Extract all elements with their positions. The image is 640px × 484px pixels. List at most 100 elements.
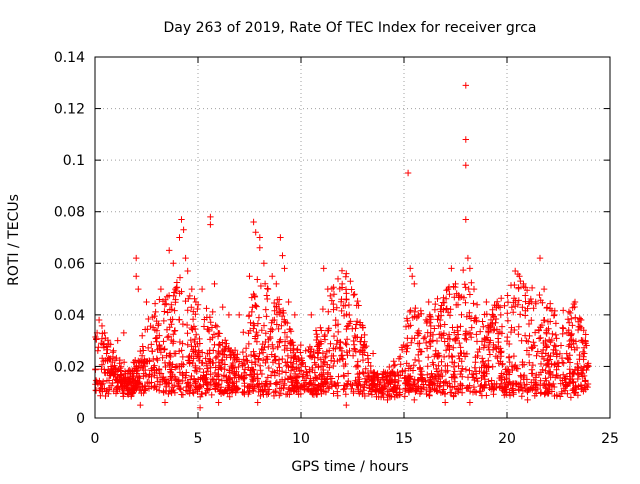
- roti-marker: [231, 374, 238, 381]
- roti-marker: [153, 327, 161, 334]
- roti-marker: [424, 363, 431, 370]
- roti-marker: [459, 373, 466, 380]
- roti-marker: [116, 365, 124, 372]
- roti-marker: [172, 364, 179, 371]
- roti-marker: [259, 340, 266, 348]
- roti-marker: [423, 345, 431, 352]
- roti-marker: [537, 360, 545, 368]
- roti-marker: [447, 389, 454, 396]
- roti-marker: [226, 369, 234, 376]
- roti-data-point: [411, 396, 418, 404]
- roti-marker: [289, 379, 296, 386]
- roti-marker: [438, 358, 445, 365]
- roti-marker: [330, 332, 338, 340]
- roti-marker: [186, 352, 193, 360]
- roti-marker: [353, 321, 360, 328]
- roti-marker: [206, 356, 214, 363]
- roti-marker: [139, 332, 146, 339]
- roti-marker: [482, 382, 490, 389]
- roti-marker: [328, 352, 335, 360]
- roti-marker: [427, 316, 435, 323]
- roti-marker: [566, 366, 573, 373]
- roti-marker: [160, 338, 167, 345]
- roti-marker: [141, 356, 148, 363]
- roti-marker: [254, 375, 261, 382]
- roti-data-point: [281, 265, 288, 272]
- roti-data-point: [369, 350, 377, 357]
- roti-marker: [191, 295, 198, 302]
- roti-marker: [239, 348, 247, 356]
- roti-marker: [325, 308, 332, 315]
- roti-marker: [208, 391, 215, 399]
- roti-marker: [254, 320, 262, 327]
- roti-data-point: [448, 265, 455, 272]
- roti-marker: [517, 311, 524, 318]
- roti-marker: [248, 308, 255, 316]
- roti-marker: [145, 315, 152, 323]
- roti-marker: [394, 392, 401, 399]
- roti-marker: [330, 362, 337, 370]
- roti-data-point: [409, 273, 416, 280]
- roti-marker: [122, 374, 129, 381]
- roti-marker: [124, 370, 132, 377]
- roti-marker: [537, 377, 544, 384]
- roti-marker: [196, 365, 203, 373]
- roti-marker: [277, 308, 284, 316]
- roti-marker: [474, 348, 482, 356]
- roti-marker: [536, 335, 543, 342]
- roti-marker: [281, 318, 288, 325]
- roti-marker: [193, 386, 201, 393]
- roti-marker: [161, 376, 168, 384]
- roti-marker: [536, 291, 543, 299]
- roti-marker: [258, 345, 265, 353]
- roti-marker: [196, 340, 203, 347]
- roti-marker: [218, 365, 225, 372]
- roti-marker: [580, 353, 587, 360]
- roti-marker: [271, 357, 279, 364]
- roti-marker: [204, 350, 211, 357]
- roti-marker: [328, 383, 336, 390]
- roti-marker: [107, 355, 114, 362]
- roti-marker: [457, 380, 464, 388]
- roti-marker: [499, 361, 506, 368]
- roti-marker: [347, 318, 354, 325]
- roti-marker: [165, 333, 172, 340]
- roti-marker: [302, 363, 309, 370]
- roti-marker: [512, 297, 519, 304]
- roti-marker: [185, 383, 192, 390]
- roti-marker: [572, 383, 579, 391]
- roti-marker: [582, 386, 589, 393]
- roti-marker: [555, 363, 562, 370]
- roti-marker: [575, 364, 582, 372]
- roti-marker: [504, 317, 512, 324]
- roti-marker: [124, 385, 131, 393]
- roti-marker: [388, 377, 395, 384]
- roti-marker: [537, 334, 544, 342]
- roti-marker: [221, 387, 228, 394]
- roti-marker: [515, 285, 522, 292]
- roti-marker: [494, 298, 501, 305]
- roti-marker: [505, 354, 513, 361]
- roti-marker: [564, 316, 572, 323]
- roti-marker: [533, 390, 540, 397]
- roti-marker: [169, 340, 177, 347]
- roti-marker: [490, 341, 497, 349]
- roti-marker: [584, 380, 592, 388]
- roti-marker: [250, 348, 257, 355]
- roti-marker: [424, 329, 431, 336]
- roti-marker: [480, 323, 487, 330]
- roti-marker: [202, 389, 210, 397]
- roti-marker: [584, 362, 591, 369]
- roti-marker: [438, 367, 445, 374]
- roti-marker: [126, 386, 133, 394]
- roti-marker: [362, 365, 369, 372]
- roti-marker: [408, 339, 415, 346]
- roti-marker: [248, 366, 256, 374]
- roti-marker: [328, 297, 335, 304]
- roti-marker: [434, 353, 442, 360]
- roti-marker: [211, 381, 218, 388]
- roti-marker: [332, 316, 339, 324]
- roti-marker: [204, 385, 211, 392]
- roti-marker: [264, 295, 271, 303]
- roti-marker: [278, 376, 286, 383]
